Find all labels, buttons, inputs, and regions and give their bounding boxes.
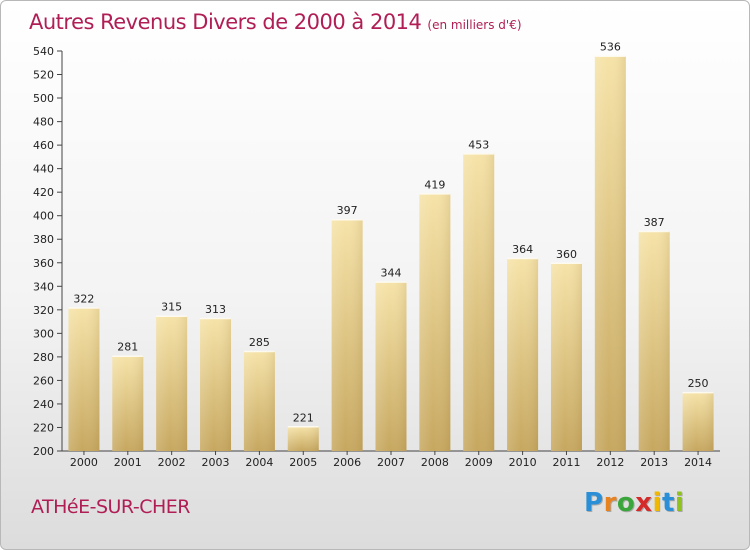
chart-title-text: Autres Revenus Divers de 2000 à 2014 [29,10,422,34]
bar-shade [463,153,495,451]
bar-value-label: 250 [688,377,709,390]
y-tick-label: 340 [33,280,54,293]
y-tick-label: 240 [33,398,54,411]
x-tick-label: 2002 [158,456,186,469]
bar-shade [243,351,275,451]
logo-letter: x [635,488,653,518]
x-tick-label: 2008 [421,456,449,469]
bar-shade [68,307,100,451]
bar-shade [112,355,144,451]
x-tick-label: 2014 [684,456,712,469]
bar-value-label: 536 [600,41,621,54]
x-tick-label: 2004 [245,456,273,469]
bar-value-label: 322 [73,292,94,305]
x-tick-label: 2001 [114,456,142,469]
x-tick-label: 2007 [377,456,405,469]
x-tick-label: 2009 [465,456,493,469]
y-tick-label: 380 [33,233,54,246]
x-tick-label: 2000 [70,456,98,469]
y-tick-label: 400 [33,210,54,223]
bar-value-label: 364 [512,243,533,256]
bar-shade [594,55,626,452]
x-tick-label: 2003 [202,456,230,469]
bar-value-label: 344 [381,267,402,280]
bar-value-label: 313 [205,303,226,316]
bar-shade [287,426,319,451]
x-tick-label: 2011 [552,456,580,469]
bar-value-label: 221 [293,411,314,424]
y-tick-label: 300 [33,327,54,340]
y-tick-label: 220 [33,421,54,434]
proxiti-logo: Proxiti [584,488,684,518]
bar-value-label: 315 [161,301,182,314]
logo-letter: o [616,488,636,518]
bar-shade [682,392,714,451]
bar-value-label: 281 [117,341,138,354]
chart-title: Autres Revenus Divers de 2000 à 2014 (en … [29,10,522,34]
y-tick-label: 440 [33,163,54,176]
bar-value-label: 453 [468,138,489,151]
bar-value-label: 419 [424,178,445,191]
bar-shade [507,258,539,451]
chart-subtitle: (en milliers d'€) [427,18,522,32]
place-name: ATHéE-SUR-CHER [31,496,190,518]
y-tick-label: 420 [33,186,54,199]
bar-value-label: 360 [556,248,577,261]
bar-shade [156,315,188,451]
y-tick-label: 520 [33,69,54,82]
bar-shade [375,281,407,451]
logo-letter: r [603,488,617,518]
bar-shade [638,231,670,451]
x-tick-label: 2005 [289,456,317,469]
bar-shade [200,318,232,451]
y-tick-label: 280 [33,351,54,364]
y-tick-label: 480 [33,116,54,129]
logo-letter: P [584,488,604,518]
y-tick-label: 460 [33,139,54,152]
bar-value-label: 397 [337,204,358,217]
y-tick-label: 540 [33,45,54,58]
bar-shade [331,219,363,451]
y-tick-label: 320 [33,304,54,317]
x-tick-label: 2006 [333,456,361,469]
logo-letter: i [652,488,662,518]
y-tick-label: 360 [33,257,54,270]
x-tick-label: 2012 [596,456,624,469]
x-tick-label: 2010 [509,456,537,469]
y-tick-label: 200 [33,445,54,458]
bar-value-label: 387 [644,216,665,229]
bar-shade [419,193,451,451]
y-tick-label: 500 [33,92,54,105]
bar-shade [550,262,582,451]
logo-letter: t [661,488,675,518]
x-tick-label: 2013 [640,456,668,469]
bar-value-label: 285 [249,336,270,349]
y-tick-label: 260 [33,374,54,387]
logo-letter: i [674,488,685,518]
